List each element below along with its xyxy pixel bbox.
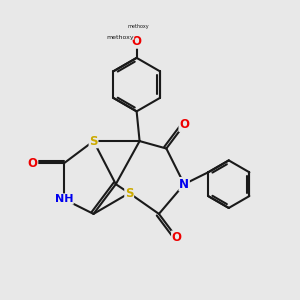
Text: NH: NH: [55, 194, 73, 204]
Text: O: O: [172, 231, 182, 244]
Text: methoxy: methoxy: [106, 34, 134, 40]
Text: methoxy: methoxy: [127, 24, 149, 29]
Text: S: S: [89, 135, 98, 148]
Text: O: O: [28, 157, 38, 170]
Text: S: S: [125, 187, 134, 200]
Text: N: N: [179, 178, 189, 191]
Text: O: O: [132, 35, 142, 48]
Text: O: O: [179, 118, 189, 131]
